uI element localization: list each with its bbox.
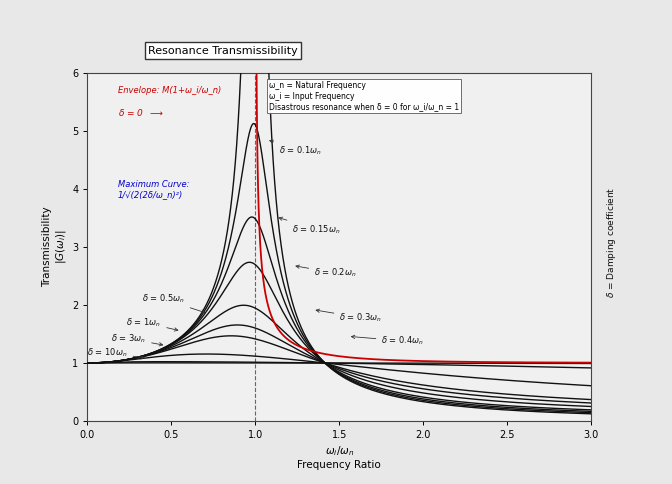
Text: $\delta$ = 10$\omega_n$: $\delta$ = 10$\omega_n$ [87, 346, 144, 359]
Text: Resonance Transmissibility: Resonance Transmissibility [148, 46, 298, 56]
Text: ω_n = Natural Frequency
ω_i = Input Frequency
Disastrous resonance when δ = 0 fo: ω_n = Natural Frequency ω_i = Input Freq… [269, 81, 459, 111]
Text: $\delta$ = 0.4$\omega_n$: $\delta$ = 0.4$\omega_n$ [351, 334, 425, 347]
Text: Envelope: M(1+ω_i/ω_n): Envelope: M(1+ω_i/ω_n) [118, 86, 221, 95]
X-axis label: $\omega_i /\omega_n$
Frequency Ratio: $\omega_i /\omega_n$ Frequency Ratio [298, 444, 381, 469]
Y-axis label: Transmissibility
$|G(\omega_i)|$: Transmissibility $|G(\omega_i)|$ [42, 207, 68, 287]
Text: $\delta$ = 3$\omega_n$: $\delta$ = 3$\omega_n$ [111, 333, 163, 346]
Text: $\delta$ = 0.5$\omega_n$: $\delta$ = 0.5$\omega_n$ [142, 293, 205, 313]
Text: $\delta$ = 0  $\longrightarrow$: $\delta$ = 0 $\longrightarrow$ [118, 107, 164, 118]
Text: $\delta$ = 1$\omega_n$: $\delta$ = 1$\omega_n$ [126, 316, 178, 331]
Text: $\delta$ = 0.2$\omega_n$: $\delta$ = 0.2$\omega_n$ [296, 265, 357, 279]
Text: Maximum Curve:
1/√(2(2δ/ω_n)²): Maximum Curve: 1/√(2(2δ/ω_n)²) [118, 180, 189, 199]
Text: $\delta$ = Damping coefficient: $\delta$ = Damping coefficient [605, 186, 618, 298]
Text: $\delta$ = 0.15$\omega_n$: $\delta$ = 0.15$\omega_n$ [279, 217, 341, 236]
Text: $\delta$ = 0.3$\omega_n$: $\delta$ = 0.3$\omega_n$ [316, 309, 382, 324]
Text: $\delta$ = 0.1$\omega_n$: $\delta$ = 0.1$\omega_n$ [269, 140, 322, 157]
